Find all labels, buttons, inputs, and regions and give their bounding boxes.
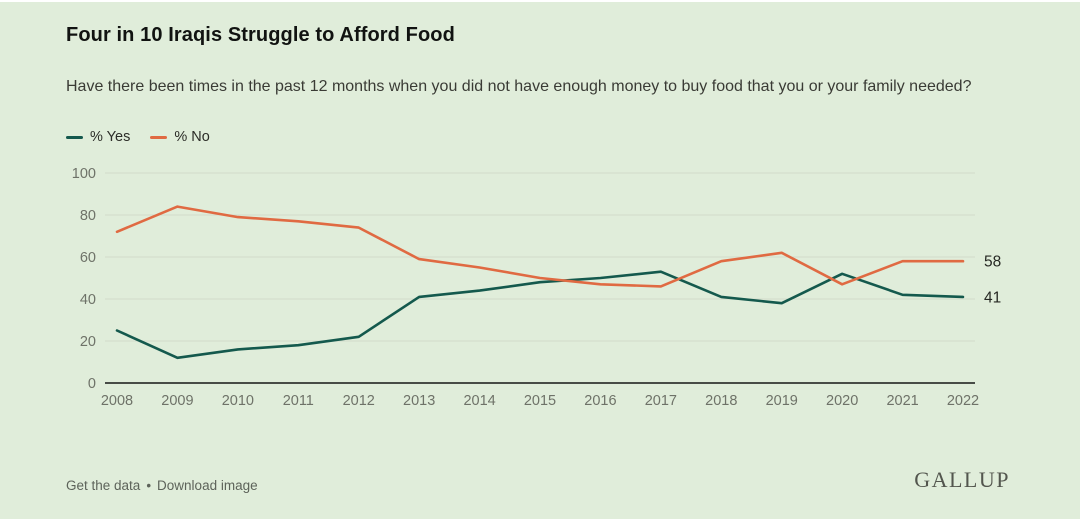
x-tick-label: 2022 [947, 393, 979, 409]
end-value-label: 41 [984, 289, 1001, 306]
gallup-logo: GALLUP [914, 467, 1010, 492]
chart-subtitle: Have there been times in the past 12 mon… [66, 78, 972, 95]
x-tick-label: 2011 [283, 393, 314, 409]
legend: % Yes % No [66, 129, 1010, 145]
y-tick-label: 40 [80, 292, 96, 308]
x-tick-label: 2019 [766, 393, 798, 409]
x-tick-label: 2021 [886, 393, 918, 409]
x-tick-label: 2013 [403, 393, 435, 409]
legend-label-yes: % Yes [90, 129, 131, 145]
chart-area: 0 20 40 60 80 100 2008 2009 2010 2011 2012 2013 2014… [66, 159, 1010, 424]
line-chart-svg: 0 20 40 60 80 100 2008 2009 2010 2011 2012 2013 2014… [72, 166, 1001, 409]
y-tick-label: 0 [88, 376, 96, 392]
series-line-no [115, 205, 965, 288]
download-image-link[interactable]: Download image [157, 478, 258, 493]
no-line-swatch [150, 135, 168, 139]
x-tick-label: 2020 [826, 393, 858, 409]
x-tick-label: 2014 [463, 393, 495, 409]
y-tick-label: 80 [80, 208, 96, 224]
footer: Get the data • Download image GALLUP [66, 467, 1010, 493]
x-tick-label: 2009 [161, 393, 193, 409]
legend-label-no: % No [174, 129, 210, 145]
x-tick-label: 2015 [524, 393, 556, 409]
series-line-yes [115, 270, 965, 360]
get-the-data-link[interactable]: Get the data [66, 478, 141, 493]
legend-item-yes: % Yes [66, 129, 130, 145]
y-tick-label: 100 [72, 166, 96, 182]
x-tick-label: 2016 [584, 393, 616, 409]
x-tick-label: 2008 [101, 393, 133, 409]
x-tick-label: 2017 [645, 393, 677, 409]
legend-item-no: % No [150, 129, 210, 145]
footer-links-separator: • [146, 478, 152, 493]
x-tick-label: 2018 [705, 393, 737, 409]
footer-links: Get the data • Download image [66, 478, 258, 493]
chart-title: Four in 10 Iraqis Struggle to Afford Foo… [66, 24, 455, 46]
y-tick-label: 20 [80, 334, 96, 350]
yes-line-swatch [66, 135, 83, 139]
end-value-label: 58 [984, 254, 1001, 271]
x-tick-label: 2012 [343, 393, 375, 409]
x-tick-label: 2010 [222, 393, 254, 409]
y-tick-label: 60 [80, 250, 96, 266]
